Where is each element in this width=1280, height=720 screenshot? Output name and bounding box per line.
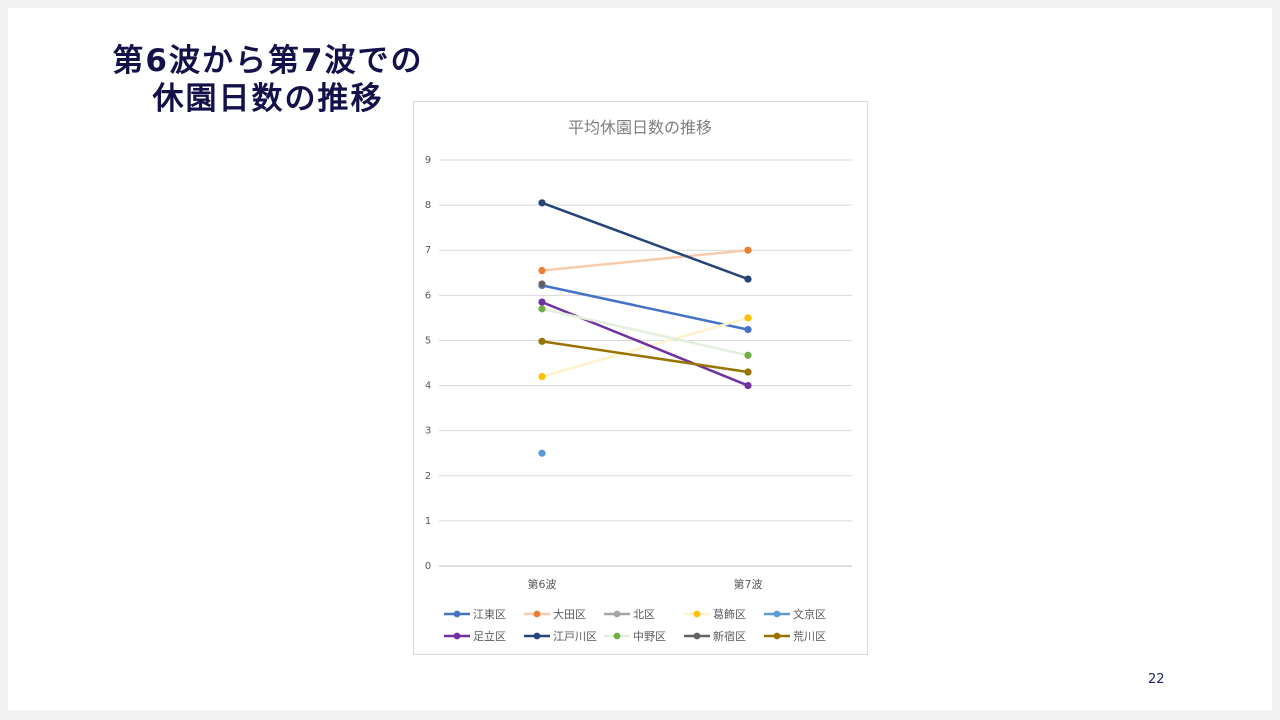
data-point-4-1	[538, 372, 546, 381]
series-line-4	[540, 316, 750, 378]
legend-label-1: 江東区	[473, 608, 506, 621]
legend-label-7: 江戸川区	[553, 630, 597, 643]
series-line-8	[540, 307, 750, 357]
legend-label-4: 葛飾区	[713, 608, 746, 621]
series-line-1	[540, 284, 750, 331]
legend-marker-9	[693, 632, 701, 640]
chart-title: 平均休園日数の推移	[568, 118, 712, 137]
series-lines	[540, 201, 750, 387]
series-line-7	[540, 201, 750, 281]
x-axis-tick-labels: 第6波 第7波	[528, 577, 763, 591]
data-point-10-1	[538, 337, 546, 345]
y-tick-label-1: 1	[425, 516, 431, 527]
page-number: 22	[1148, 672, 1165, 687]
legend-label-3: 北区	[633, 608, 655, 621]
y-tick-label-9: 9	[425, 155, 431, 166]
data-point-4-2	[744, 314, 752, 322]
y-tick-label-5: 5	[425, 335, 431, 346]
data-point-6-2	[744, 381, 752, 390]
slide-title-line2: 休園日数の推移	[152, 81, 384, 117]
series-line-10	[540, 340, 750, 374]
y-tick-label-3: 3	[425, 426, 431, 437]
y-tick-label-7: 7	[425, 245, 431, 256]
data-point-8-1	[538, 305, 546, 313]
y-tick-label-6: 6	[425, 290, 431, 301]
legend-label-8: 中野区	[633, 630, 666, 643]
y-tick-label-0: 0	[425, 561, 431, 572]
slide-title: 第6波から第7波での 休園日数の推移	[88, 42, 448, 118]
data-point-2-1	[538, 266, 546, 275]
legend-marker-7	[533, 632, 541, 640]
data-point-5-1	[538, 449, 546, 457]
gridlines	[439, 159, 852, 567]
legend-marker-4	[693, 610, 701, 618]
legend-label-5: 文京区	[793, 607, 826, 621]
data-point-1-2	[744, 326, 752, 334]
y-axis-tick-labels: 0 1 2 3 4 5 6 7 8 9	[425, 155, 431, 572]
data-point-10-2	[744, 368, 752, 376]
x-tick-label-2: 第7波	[734, 577, 763, 591]
legend-label-9: 新宿区	[713, 629, 746, 643]
data-point-7-2	[744, 275, 752, 283]
data-point-6-1	[538, 298, 546, 306]
series-points	[538, 199, 752, 457]
legend-marker-6	[453, 632, 461, 640]
chart-container: 平均休園日数の推移 0 1 2 3 4 5 6 7 8 9 第6波 第7波 江東区 大田区 北区 葛飾区 文…	[413, 101, 868, 655]
slide-title-line1: 第6波から第7波での	[112, 43, 424, 79]
data-point-2-2	[744, 246, 752, 254]
legend-marker-3	[613, 610, 621, 618]
legend-marker-10	[773, 632, 781, 640]
series-line-2	[540, 248, 750, 272]
data-point-8-2	[744, 351, 752, 359]
legend-marker-2	[533, 610, 541, 618]
x-tick-label-1: 第6波	[528, 577, 557, 591]
legend-marker-8	[613, 632, 621, 640]
data-point-9-1	[538, 280, 546, 288]
line-chart: 平均休園日数の推移 0 1 2 3 4 5 6 7 8 9 第6波 第7波 江東区 大田区 北区 葛飾区 文…	[425, 118, 852, 643]
legend-marker-5	[773, 610, 781, 618]
data-point-7-1	[538, 199, 546, 207]
legend-label-2: 大田区	[553, 607, 586, 621]
y-tick-label-2: 2	[425, 471, 431, 482]
legend-marker-1	[453, 610, 461, 618]
y-tick-label-8: 8	[425, 200, 431, 211]
legend-label-6: 足立区	[473, 629, 506, 643]
legend-label-10: 荒川区	[793, 630, 826, 643]
y-tick-label-4: 4	[425, 381, 431, 392]
